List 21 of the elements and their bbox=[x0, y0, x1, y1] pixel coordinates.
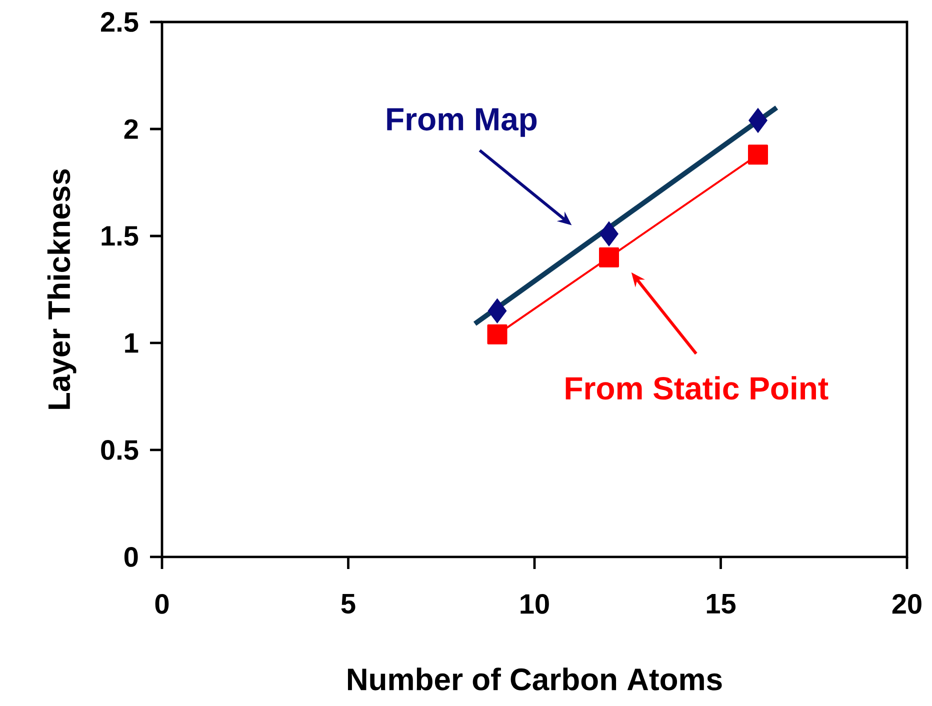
x-tick-label: 15 bbox=[706, 594, 736, 614]
y-tick-label: 1 bbox=[125, 333, 138, 353]
point bbox=[748, 108, 768, 133]
x-tick-label: 5 bbox=[341, 594, 356, 614]
y-tick-label: 1.5 bbox=[102, 226, 138, 246]
point bbox=[487, 324, 508, 344]
x-axis-title: Number of Carbon Atoms bbox=[348, 668, 722, 690]
point bbox=[488, 298, 507, 324]
point bbox=[600, 221, 618, 246]
y-tick-label: 2.5 bbox=[100, 12, 138, 32]
y-tick-label: 2 bbox=[124, 119, 138, 139]
point bbox=[598, 247, 619, 268]
x-tick-label: 10 bbox=[520, 594, 549, 614]
y-tick-label: 0.5 bbox=[101, 440, 138, 460]
x-tick-label: 20 bbox=[892, 594, 922, 614]
annotation: From Static Point bbox=[566, 376, 828, 400]
y-tick-label: 0 bbox=[124, 547, 138, 567]
x-tick-label: 0 bbox=[155, 594, 169, 614]
point bbox=[748, 144, 768, 165]
y-axis-title: Layer Thickness bbox=[47, 169, 76, 409]
annotation: From Map bbox=[387, 108, 537, 137]
